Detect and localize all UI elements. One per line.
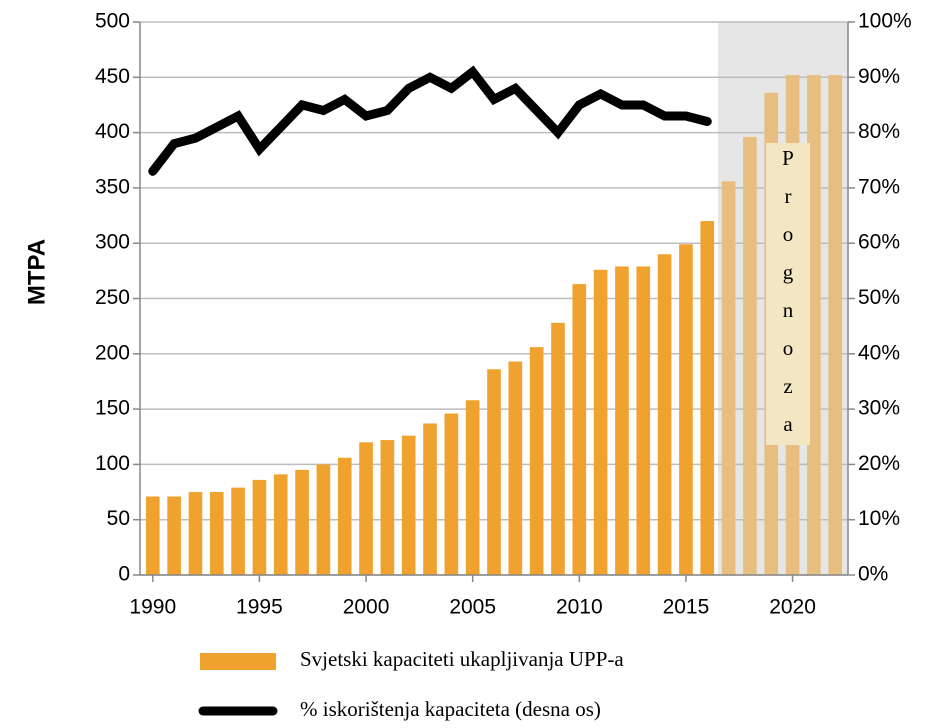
bar [337, 457, 352, 575]
y2-tick-label: 30% [858, 397, 900, 420]
bar [465, 400, 480, 575]
bar [593, 269, 608, 575]
forecast-label-box [766, 143, 810, 445]
bar [231, 487, 245, 575]
bar [721, 181, 736, 575]
y-tick-label: 300 [95, 231, 130, 254]
bar [572, 284, 587, 575]
y-tick-label: 0 [118, 563, 130, 586]
bar [295, 469, 309, 575]
y-tick-label: 400 [95, 120, 130, 143]
bar [380, 440, 395, 575]
y2-tick-label: 0% [858, 563, 888, 586]
y-tick-label: 450 [95, 65, 130, 88]
y-tick-label: 150 [95, 397, 130, 420]
y2-tick-label: 80% [858, 120, 900, 143]
bar [167, 496, 181, 575]
y-tick-label: 50 [107, 507, 130, 530]
x-tick-label: 2020 [769, 596, 816, 619]
bar [743, 137, 757, 576]
x-tick-label: 1990 [129, 596, 176, 619]
y-axis-label: MTPA [23, 239, 50, 305]
bar [551, 322, 565, 575]
y2-tick-label: 70% [858, 175, 900, 198]
bar [679, 244, 693, 575]
legend-label: % iskorištenja kapaciteta (desna os) [300, 697, 601, 721]
bar [700, 221, 715, 575]
bar [316, 464, 331, 575]
bar [209, 492, 224, 575]
bar [188, 492, 203, 575]
x-tick-label: 2010 [556, 596, 603, 619]
x-tick-label: 2015 [663, 596, 710, 619]
x-tick-label: 2005 [449, 596, 496, 619]
bar [508, 361, 523, 575]
bar [487, 369, 501, 575]
y2-tick-label: 10% [858, 507, 900, 530]
y-tick-label: 500 [95, 10, 130, 33]
bar [359, 442, 373, 575]
y2-tick-label: 20% [858, 452, 900, 475]
bar [273, 474, 288, 575]
x-tick-label: 1995 [236, 596, 283, 619]
y2-tick-label: 90% [858, 65, 900, 88]
legend-swatch [200, 653, 276, 670]
y2-tick-label: 100% [858, 10, 912, 33]
bar [444, 413, 459, 575]
line [148, 65, 712, 176]
y2-tick-label: 50% [858, 286, 900, 309]
bar [529, 347, 544, 575]
bar [615, 266, 629, 575]
y-tick-label: 350 [95, 175, 130, 198]
y-tick-label: 100 [95, 452, 130, 475]
bar [657, 254, 672, 575]
x-tick-label: 2000 [343, 596, 390, 619]
bar [423, 423, 437, 575]
legend-label: Svjetski kapaciteti ukapljivanja UPP-a [300, 647, 624, 671]
bar [828, 75, 843, 575]
y-tick-label: 200 [95, 341, 130, 364]
bar [252, 479, 267, 575]
bar [807, 75, 821, 575]
bar [636, 266, 651, 575]
bar [145, 496, 160, 575]
y-tick-label: 250 [95, 286, 130, 309]
y2-tick-label: 60% [858, 231, 900, 254]
bar [401, 435, 416, 575]
y2-tick-label: 40% [858, 341, 900, 364]
